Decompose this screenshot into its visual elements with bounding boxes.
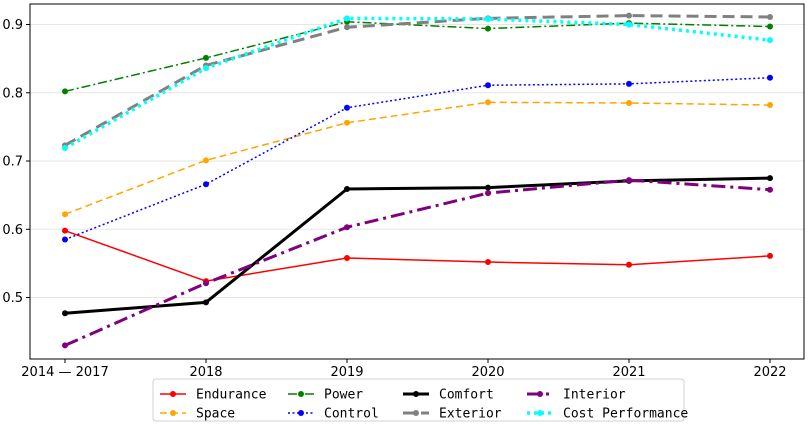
series-interior — [62, 177, 773, 349]
data-point — [344, 104, 350, 111]
legend-label: Endurance — [196, 388, 267, 403]
series-line — [64, 14, 771, 147]
data-point — [626, 261, 632, 268]
legend-item: Control — [288, 407, 379, 422]
legend-marker — [298, 391, 304, 397]
legend-marker — [170, 410, 176, 416]
series-comfort — [62, 175, 773, 317]
data-point — [344, 224, 350, 231]
data-point — [485, 82, 491, 89]
data-point — [203, 280, 209, 287]
data-point — [203, 65, 209, 72]
data-point — [62, 211, 68, 218]
x-tick-label: 2022 — [753, 365, 786, 380]
legend: Endurance Space Power Control Comfort Exterio… — [152, 378, 688, 422]
data-point — [767, 74, 773, 81]
data-point — [767, 13, 773, 20]
series-power — [62, 18, 773, 95]
y-axis-ticks: 0.5 0.6 0.7 0.8 0.9 — [2, 18, 30, 306]
data-point — [767, 175, 773, 182]
legend-item: Interior — [527, 388, 626, 403]
data-point — [626, 99, 632, 106]
x-tick-label: 2021 — [612, 365, 645, 380]
series-endurance — [62, 227, 773, 285]
data-point — [62, 227, 68, 234]
y-tick-label: 0.8 — [2, 86, 23, 101]
data-point — [344, 186, 350, 193]
legend-label: Control — [324, 407, 379, 422]
data-point — [203, 299, 209, 306]
legend-label: Exterior — [439, 407, 502, 422]
data-point — [203, 54, 209, 61]
data-point — [626, 177, 632, 184]
legend-label: Comfort — [439, 388, 494, 403]
legend-item: Cost Performance — [527, 407, 688, 422]
data-point — [62, 310, 68, 317]
data-point — [485, 16, 491, 23]
y-tick-label: 0.7 — [2, 155, 23, 170]
data-point — [203, 181, 209, 188]
data-point — [626, 80, 632, 87]
series-cost-performance — [62, 15, 773, 152]
series-space — [62, 99, 773, 218]
y-tick-label: 0.5 — [2, 291, 23, 306]
legend-item: Endurance — [160, 388, 267, 403]
legend-item: Space — [160, 407, 235, 422]
series-line — [64, 76, 771, 241]
legend-marker — [170, 391, 176, 397]
legend-label: Cost Performance — [563, 407, 688, 422]
legend-marker — [537, 410, 543, 416]
x-tick-label: 2014 — 2017 — [21, 365, 108, 380]
legend-box — [152, 378, 685, 422]
data-point — [767, 102, 773, 109]
legend-item: Exterior — [403, 407, 502, 422]
series-line — [64, 229, 771, 282]
y-tick-label: 0.6 — [2, 223, 23, 238]
data-point — [344, 24, 350, 31]
data-point — [485, 25, 491, 32]
data-point — [767, 23, 773, 30]
data-point — [485, 190, 491, 197]
data-point — [203, 157, 209, 164]
legend-item: Power — [288, 388, 363, 403]
data-point — [485, 259, 491, 266]
data-point — [62, 145, 68, 152]
data-point — [485, 99, 491, 106]
x-tick-label: 2020 — [471, 365, 504, 380]
grid-lines — [30, 23, 804, 299]
legend-label: Power — [324, 388, 363, 403]
data-point — [767, 186, 773, 193]
series-line — [64, 101, 771, 215]
data-point — [62, 236, 68, 243]
x-axis-ticks: 2014 — 2017 2018 2019 2020 2021 2022 — [21, 359, 787, 380]
data-point — [62, 88, 68, 95]
legend-label: Space — [196, 407, 235, 422]
legend-label: Interior — [563, 388, 626, 403]
legend-marker — [413, 391, 419, 397]
series-control — [62, 74, 773, 243]
data-point — [626, 12, 632, 19]
data-point — [767, 37, 773, 44]
legend-marker — [298, 410, 304, 416]
series-line — [64, 21, 771, 93]
series-line — [64, 178, 771, 347]
plot-frame — [29, 3, 805, 360]
data-point — [344, 119, 350, 126]
data-point — [626, 21, 632, 28]
legend-marker — [413, 410, 419, 416]
legend-item: Comfort — [403, 388, 494, 403]
series-exterior — [62, 12, 773, 149]
series-lines — [62, 12, 773, 349]
x-tick-label: 2018 — [189, 365, 222, 380]
x-tick-label: 2019 — [330, 365, 363, 380]
series-line — [64, 16, 771, 150]
data-point — [767, 252, 773, 259]
data-point — [62, 342, 68, 349]
data-point — [485, 184, 491, 191]
y-tick-label: 0.9 — [2, 18, 23, 33]
legend-marker — [537, 391, 543, 397]
data-point — [344, 15, 350, 22]
data-point — [344, 254, 350, 261]
